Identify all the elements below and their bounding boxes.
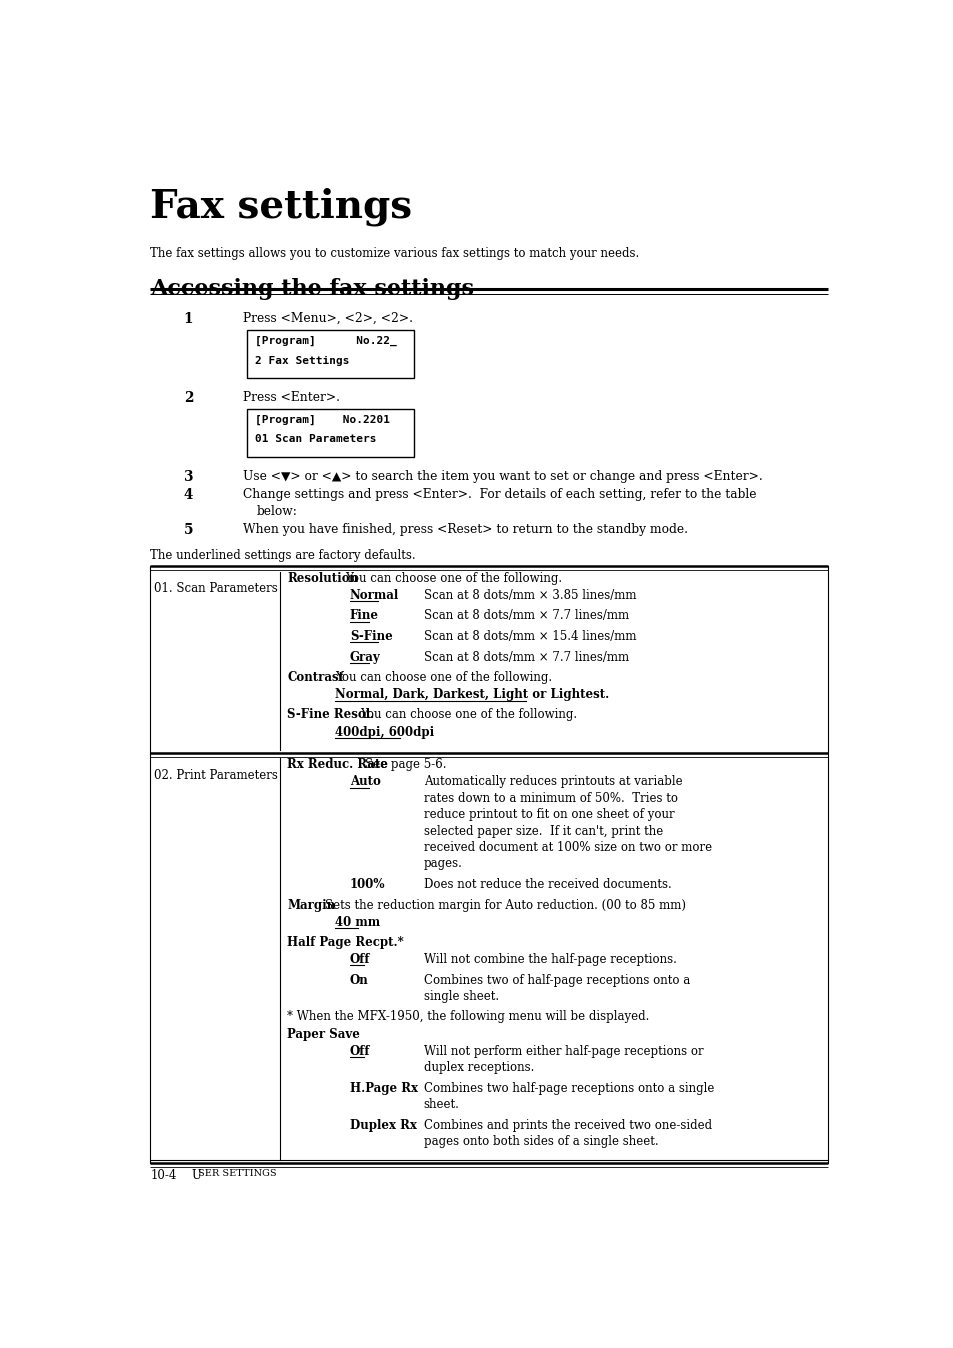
Text: Paper Save: Paper Save — [287, 1027, 359, 1041]
Text: duplex receptions.: duplex receptions. — [423, 1061, 534, 1074]
Text: Normal: Normal — [350, 589, 398, 601]
Text: Normal, Dark, Darkest, Light or Lightest.: Normal, Dark, Darkest, Light or Lightest… — [335, 689, 609, 701]
Text: S-Fine: S-Fine — [350, 630, 393, 643]
Text: Combines two half-page receptions onto a single: Combines two half-page receptions onto a… — [423, 1081, 714, 1095]
Text: reduce printout to fit on one sheet of your: reduce printout to fit on one sheet of y… — [423, 809, 674, 821]
Text: 4: 4 — [184, 488, 193, 501]
Text: 5: 5 — [184, 523, 193, 537]
Text: 1: 1 — [184, 313, 193, 326]
Text: Off: Off — [350, 1045, 370, 1058]
Text: 02. Print Parameters: 02. Print Parameters — [153, 768, 277, 782]
Text: 2: 2 — [184, 391, 193, 406]
Text: 400dpi, 600dpi: 400dpi, 600dpi — [335, 725, 434, 739]
Text: On: On — [350, 973, 368, 987]
Text: Duplex Rx: Duplex Rx — [350, 1119, 416, 1132]
Text: S-Fine Resol.: S-Fine Resol. — [287, 709, 374, 721]
Text: Rx Reduc. Rate: Rx Reduc. Rate — [287, 759, 388, 771]
Text: Sets the reduction margin for Auto reduction. (00 to 85 mm): Sets the reduction margin for Auto reduc… — [324, 899, 685, 911]
Text: See page 5-6.: See page 5-6. — [364, 759, 446, 771]
Text: Does not reduce the received documents.: Does not reduce the received documents. — [423, 878, 671, 891]
Text: H.Page Rx: H.Page Rx — [350, 1081, 417, 1095]
Text: 3: 3 — [184, 470, 193, 484]
Text: Fax settings: Fax settings — [151, 187, 412, 226]
Text: Combines and prints the received two one-sided: Combines and prints the received two one… — [423, 1119, 711, 1132]
Text: Scan at 8 dots/mm × 7.7 lines/mm: Scan at 8 dots/mm × 7.7 lines/mm — [423, 609, 628, 623]
Text: 01 Scan Parameters: 01 Scan Parameters — [254, 434, 375, 445]
Text: Combines two of half-page receptions onto a: Combines two of half-page receptions ont… — [423, 973, 689, 987]
Text: selected paper size.  If it can't, print the: selected paper size. If it can't, print … — [423, 825, 662, 837]
Text: Contrast: Contrast — [287, 671, 344, 683]
Text: [Program]    No.2201: [Program] No.2201 — [254, 415, 389, 425]
Text: When you have finished, press <Reset> to return to the standby mode.: When you have finished, press <Reset> to… — [243, 523, 688, 537]
Text: U: U — [192, 1169, 201, 1182]
Text: Press <Enter>.: Press <Enter>. — [243, 391, 340, 404]
Text: sheet.: sheet. — [423, 1099, 459, 1111]
Text: Automatically reduces printouts at variable: Automatically reduces printouts at varia… — [423, 775, 681, 789]
Text: You can choose one of the following.: You can choose one of the following. — [335, 671, 551, 683]
Text: Scan at 8 dots/mm × 15.4 lines/mm: Scan at 8 dots/mm × 15.4 lines/mm — [423, 630, 636, 643]
Text: 2 Fax Settings: 2 Fax Settings — [254, 356, 349, 365]
Text: Margin: Margin — [287, 899, 335, 911]
Text: Scan at 8 dots/mm × 3.85 lines/mm: Scan at 8 dots/mm × 3.85 lines/mm — [423, 589, 636, 601]
Text: rates down to a minimum of 50%.  Tries to: rates down to a minimum of 50%. Tries to — [423, 791, 678, 805]
FancyBboxPatch shape — [247, 408, 413, 457]
Text: Press <Menu>, <2>, <2>.: Press <Menu>, <2>, <2>. — [243, 313, 413, 325]
Text: The underlined settings are factory defaults.: The underlined settings are factory defa… — [151, 549, 416, 562]
Text: Will not combine the half-page receptions.: Will not combine the half-page reception… — [423, 953, 676, 967]
Text: 40 mm: 40 mm — [335, 915, 380, 929]
Text: 01. Scan Parameters: 01. Scan Parameters — [153, 582, 277, 594]
Text: 100%: 100% — [350, 878, 385, 891]
Text: Scan at 8 dots/mm × 7.7 lines/mm: Scan at 8 dots/mm × 7.7 lines/mm — [423, 651, 628, 663]
Text: Off: Off — [350, 953, 370, 967]
Text: Change settings and press <Enter>.  For details of each setting, refer to the ta: Change settings and press <Enter>. For d… — [243, 488, 756, 500]
Text: Fine: Fine — [350, 609, 378, 623]
Text: pages onto both sides of a single sheet.: pages onto both sides of a single sheet. — [423, 1135, 658, 1148]
Text: * When the MFX-1950, the following menu will be displayed.: * When the MFX-1950, the following menu … — [287, 1011, 649, 1023]
Text: You can choose one of the following.: You can choose one of the following. — [344, 572, 561, 585]
Text: single sheet.: single sheet. — [423, 989, 498, 1003]
Text: Auto: Auto — [350, 775, 380, 789]
Text: pages.: pages. — [423, 857, 462, 871]
Text: Half Page Recpt.*: Half Page Recpt.* — [287, 936, 403, 949]
Text: You can choose one of the following.: You can choose one of the following. — [359, 709, 577, 721]
Text: Accessing the fax settings: Accessing the fax settings — [151, 278, 474, 301]
Text: [Program]      No.22_: [Program] No.22_ — [254, 336, 395, 346]
Text: Use <▼> or <▲> to search the item you want to set or change and press <Enter>.: Use <▼> or <▲> to search the item you wa… — [243, 470, 762, 483]
Text: SER SETTINGS: SER SETTINGS — [197, 1169, 276, 1178]
FancyBboxPatch shape — [247, 330, 413, 377]
Text: Resolution: Resolution — [287, 572, 357, 585]
Text: below:: below: — [256, 506, 297, 519]
Text: Will not perform either half-page receptions or: Will not perform either half-page recept… — [423, 1045, 702, 1058]
Text: 10-4: 10-4 — [151, 1169, 176, 1182]
Text: The fax settings allows you to customize various fax settings to match your need: The fax settings allows you to customize… — [151, 247, 639, 260]
Text: received document at 100% size on two or more: received document at 100% size on two or… — [423, 841, 711, 855]
Text: Gray: Gray — [350, 651, 380, 663]
